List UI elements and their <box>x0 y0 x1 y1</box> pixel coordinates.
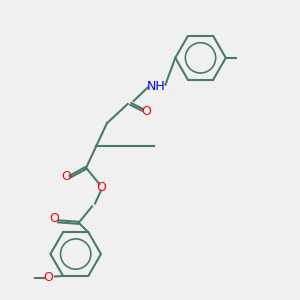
Text: O: O <box>96 181 106 194</box>
Text: NH: NH <box>147 80 165 93</box>
Text: O: O <box>141 105 151 118</box>
Text: O: O <box>49 212 59 226</box>
Text: O: O <box>43 272 53 284</box>
Text: O: O <box>61 170 71 183</box>
